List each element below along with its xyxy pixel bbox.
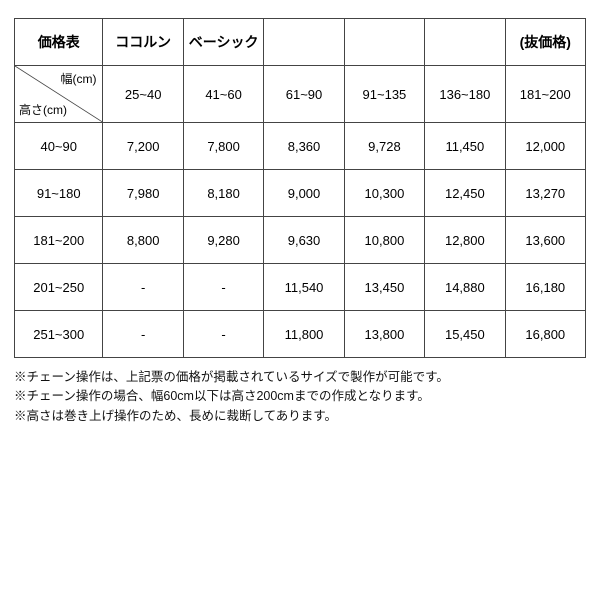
cell: 12,800 bbox=[425, 217, 505, 264]
diagonal-header: 幅(cm) 高さ(cm) bbox=[15, 66, 103, 123]
header-col-2: ベーシック bbox=[183, 19, 263, 66]
width-axis-label: 幅(cm) bbox=[60, 70, 96, 87]
note-line-1: ※チェーン操作は、上記票の価格が掲載されているサイズで製作が可能です。 bbox=[14, 368, 586, 387]
note-line-2: ※チェーン操作の場合、幅60cm以下は高さ200cmまでの作成となります。 bbox=[14, 387, 586, 406]
table-row: 40~90 7,200 7,800 8,360 9,728 11,450 12,… bbox=[15, 123, 586, 170]
header-row: 価格表 ココルン ベーシック (抜価格) bbox=[15, 19, 586, 66]
cell: 8,180 bbox=[183, 170, 263, 217]
cell: 7,980 bbox=[103, 170, 183, 217]
width-col-3: 91~135 bbox=[344, 66, 424, 123]
cell: 14,880 bbox=[425, 264, 505, 311]
header-title: 価格表 bbox=[15, 19, 103, 66]
cell: 16,800 bbox=[505, 311, 585, 358]
width-col-0: 25~40 bbox=[103, 66, 183, 123]
cell: 9,728 bbox=[344, 123, 424, 170]
cell: - bbox=[103, 311, 183, 358]
width-row: 幅(cm) 高さ(cm) 25~40 41~60 61~90 91~135 13… bbox=[15, 66, 586, 123]
cell: 11,540 bbox=[264, 264, 344, 311]
cell: 11,800 bbox=[264, 311, 344, 358]
cell: - bbox=[183, 311, 263, 358]
price-table-container: 価格表 ココルン ベーシック (抜価格) 幅(cm) 高さ(cm) 25~40 … bbox=[0, 0, 600, 426]
width-col-4: 136~180 bbox=[425, 66, 505, 123]
cell: 13,270 bbox=[505, 170, 585, 217]
cell: 8,360 bbox=[264, 123, 344, 170]
row-label: 91~180 bbox=[15, 170, 103, 217]
cell: 13,800 bbox=[344, 311, 424, 358]
cell: 11,450 bbox=[425, 123, 505, 170]
cell: 10,800 bbox=[344, 217, 424, 264]
cell: 8,800 bbox=[103, 217, 183, 264]
cell: 9,280 bbox=[183, 217, 263, 264]
table-row: 251~300 - - 11,800 13,800 15,450 16,800 bbox=[15, 311, 586, 358]
header-col-5 bbox=[425, 19, 505, 66]
note-line-3: ※高さは巻き上げ操作のため、長めに裁断してあります。 bbox=[14, 407, 586, 426]
table-row: 201~250 - - 11,540 13,450 14,880 16,180 bbox=[15, 264, 586, 311]
table-row: 181~200 8,800 9,280 9,630 10,800 12,800 … bbox=[15, 217, 586, 264]
row-label: 201~250 bbox=[15, 264, 103, 311]
cell: 16,180 bbox=[505, 264, 585, 311]
cell: 7,200 bbox=[103, 123, 183, 170]
price-table: 価格表 ココルン ベーシック (抜価格) 幅(cm) 高さ(cm) 25~40 … bbox=[14, 18, 586, 358]
cell: 7,800 bbox=[183, 123, 263, 170]
row-label: 251~300 bbox=[15, 311, 103, 358]
header-col-3 bbox=[264, 19, 344, 66]
height-axis-label: 高さ(cm) bbox=[19, 101, 67, 118]
cell: - bbox=[103, 264, 183, 311]
header-col-6: (抜価格) bbox=[505, 19, 585, 66]
notes: ※チェーン操作は、上記票の価格が掲載されているサイズで製作が可能です。 ※チェー… bbox=[14, 368, 586, 426]
cell: - bbox=[183, 264, 263, 311]
width-col-2: 61~90 bbox=[264, 66, 344, 123]
cell: 9,000 bbox=[264, 170, 344, 217]
width-col-5: 181~200 bbox=[505, 66, 585, 123]
width-col-1: 41~60 bbox=[183, 66, 263, 123]
header-col-1: ココルン bbox=[103, 19, 183, 66]
cell: 9,630 bbox=[264, 217, 344, 264]
cell: 13,450 bbox=[344, 264, 424, 311]
header-col-4 bbox=[344, 19, 424, 66]
cell: 10,300 bbox=[344, 170, 424, 217]
cell: 13,600 bbox=[505, 217, 585, 264]
table-row: 91~180 7,980 8,180 9,000 10,300 12,450 1… bbox=[15, 170, 586, 217]
row-label: 40~90 bbox=[15, 123, 103, 170]
cell: 15,450 bbox=[425, 311, 505, 358]
cell: 12,450 bbox=[425, 170, 505, 217]
row-label: 181~200 bbox=[15, 217, 103, 264]
cell: 12,000 bbox=[505, 123, 585, 170]
